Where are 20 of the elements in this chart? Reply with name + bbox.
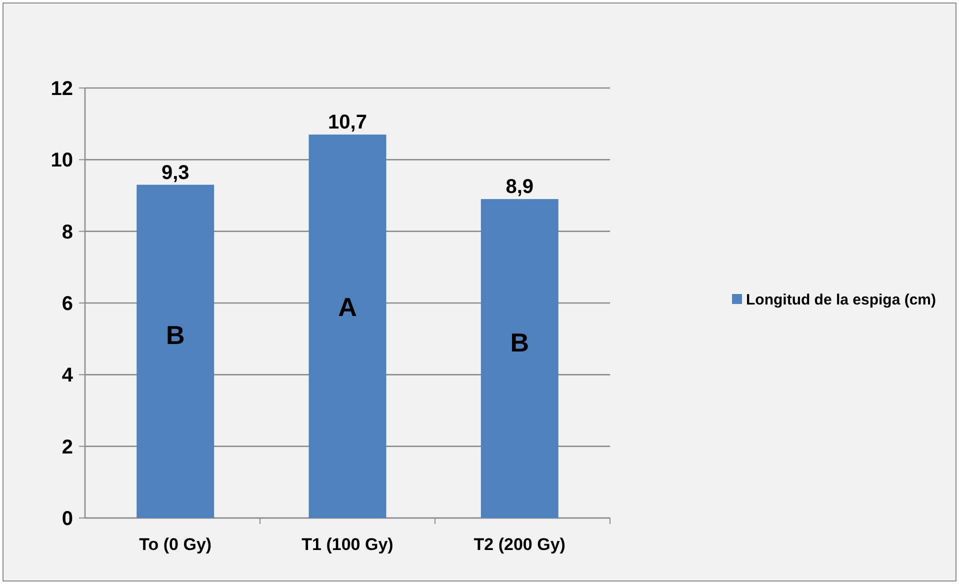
x-tick-label: To (0 Gy) — [139, 535, 212, 554]
annotation: A — [338, 292, 358, 322]
y-tick-label: 10 — [50, 150, 73, 172]
bar — [480, 199, 558, 518]
data-label: 10,7 — [328, 112, 367, 134]
y-tick-label: 8 — [62, 221, 73, 244]
y-tick-label: 2 — [62, 436, 73, 458]
bar — [308, 134, 386, 518]
legend-label: Longitud de la espiga (cm) — [746, 291, 936, 308]
annotation: B — [510, 328, 530, 358]
y-tick-label: 4 — [62, 364, 74, 387]
data-label: 8,9 — [506, 176, 534, 198]
annotation: B — [166, 320, 185, 350]
bar — [136, 184, 214, 518]
y-tick-label: 12 — [50, 78, 73, 100]
data-label: 9,3 — [161, 162, 190, 184]
y-tick-label: 0 — [62, 508, 73, 530]
y-tick-label: 6 — [62, 293, 73, 315]
x-tick-label: T1 (100 Gy) — [302, 535, 394, 554]
x-tick-label: T2 (200 Gy) — [474, 535, 566, 554]
